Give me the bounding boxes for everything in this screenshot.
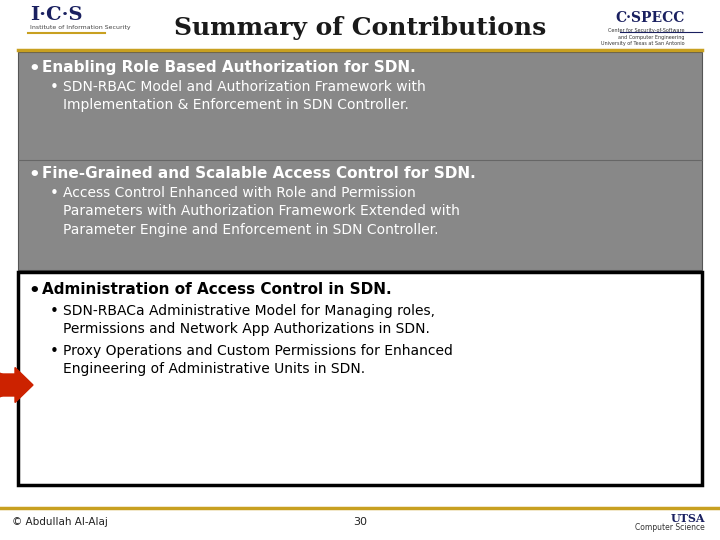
Text: •: • [28,282,40,300]
Text: •: • [28,166,40,184]
Text: Center for Security-of-Software
and Computer Engineering
University of Texas at : Center for Security-of-Software and Comp… [601,28,685,46]
Text: •: • [50,186,59,201]
Text: SDN-RBAC Model and Authorization Framework with
Implementation & Enforcement in : SDN-RBAC Model and Authorization Framewo… [63,80,426,112]
Text: •: • [50,80,59,95]
Text: Administration of Access Control in SDN.: Administration of Access Control in SDN. [42,282,392,297]
Text: Summary of Contributions: Summary of Contributions [174,16,546,40]
Text: C·SPECC: C·SPECC [616,11,685,25]
Text: UTSA: UTSA [670,512,705,523]
Text: 30: 30 [353,517,367,527]
Text: •: • [50,304,59,319]
Text: Enabling Role Based Authorization for SDN.: Enabling Role Based Authorization for SD… [42,60,415,75]
Text: Access Control Enhanced with Role and Permission
Parameters with Authorization F: Access Control Enhanced with Role and Pe… [63,186,460,237]
Text: Proxy Operations and Custom Permissions for Enhanced
Engineering of Administrati: Proxy Operations and Custom Permissions … [63,344,453,376]
Text: Institute of Information Security: Institute of Information Security [30,24,130,30]
Text: •: • [28,60,40,78]
Text: •: • [50,344,59,359]
Text: © Abdullah Al-Alaj: © Abdullah Al-Alaj [12,517,108,527]
Text: Computer Science: Computer Science [635,523,705,532]
Text: Fine-Grained and Scalable Access Control for SDN.: Fine-Grained and Scalable Access Control… [42,166,476,181]
Bar [18,52,702,270]
FancyArrow shape [0,368,33,402]
Bar [18,272,702,485]
Text: SDN-RBACa Administrative Model for Managing roles,
Permissions and Network App A: SDN-RBACa Administrative Model for Manag… [63,304,435,336]
Text: I·C·S: I·C·S [30,6,83,24]
